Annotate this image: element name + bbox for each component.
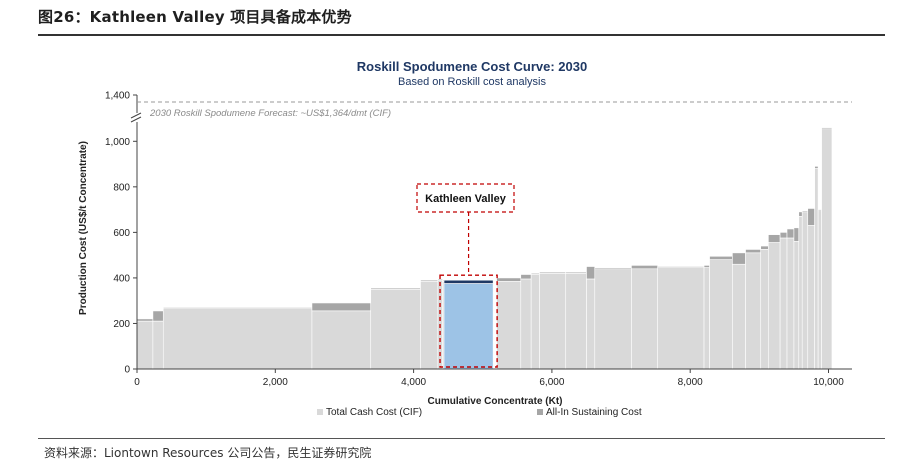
cash-bar-21 — [745, 252, 762, 370]
cash-bar-10 — [520, 278, 532, 370]
aisc-bar-8 — [443, 279, 494, 284]
cash-bar-9 — [496, 281, 522, 370]
cash-bar-19 — [709, 259, 733, 370]
cash-bar-13 — [565, 273, 587, 370]
aisc-bar-25 — [786, 228, 795, 239]
x-tick-label: 10,000 — [813, 377, 844, 388]
cash-bar-25 — [786, 237, 795, 370]
footer-rule — [38, 438, 885, 439]
figure-title: 图26：Kathleen Valley 项目具备成本优势 — [38, 8, 352, 26]
legend-swatch-aisc — [537, 409, 543, 415]
axis-break-mark — [130, 112, 142, 119]
cash-bar-23 — [768, 242, 781, 370]
aisc-bar-23 — [768, 234, 781, 243]
aisc-bar-22 — [760, 245, 769, 250]
aisc-bar-27 — [798, 211, 803, 217]
aisc-bar-0 — [136, 318, 154, 322]
x-axis-label: Cumulative Concentrate (Kt) — [427, 396, 562, 407]
y-tick-label: 200 — [113, 319, 130, 330]
cash-bar-18 — [703, 267, 710, 370]
cash-bar-31 — [817, 210, 822, 370]
cash-bar-29 — [807, 225, 815, 370]
x-tick-label: 4,000 — [401, 377, 426, 388]
x-tick-label: 0 — [134, 377, 140, 388]
cash-bar-12 — [539, 273, 567, 370]
cash-bar-15 — [594, 268, 632, 370]
cash-bar-32 — [821, 128, 833, 370]
aisc-bar-3 — [311, 302, 372, 312]
aisc-bar-20 — [732, 252, 746, 265]
axes: 0 2,000 4,000 6,000 8,000 10,000 0 200 400 600 800… — [105, 91, 852, 388]
aisc-bar-14 — [586, 266, 596, 280]
source-note: 资料来源：Liontown Resources 公司公告，民生证券研究院 — [44, 446, 372, 460]
cash-bar-5 — [420, 281, 439, 370]
cash-bar-22 — [760, 249, 769, 370]
aisc-bar-10 — [520, 274, 532, 280]
cash-bar-0 — [136, 320, 154, 370]
y-tick-label: 1,000 — [105, 137, 130, 148]
legend: Total Cash Cost (CIF) All-In Sustaining … — [317, 407, 642, 418]
cash-bar-26 — [793, 241, 800, 370]
callout-label: Kathleen Valley — [425, 193, 507, 205]
aisc-bar-30 — [814, 166, 819, 169]
cash-bar-27 — [798, 216, 803, 370]
y-tick-label: 1,400 — [105, 91, 130, 102]
y-tick-label: 600 — [113, 228, 130, 239]
cash-bar-20 — [732, 263, 746, 370]
aisc-bar-1 — [152, 310, 164, 322]
cash-bar-1 — [152, 320, 164, 370]
chart-title: Roskill Spodumene Cost Curve: 2030 — [357, 59, 587, 74]
axis-break-mark — [130, 116, 142, 123]
x-tick-label: 8,000 — [678, 377, 703, 388]
aisc-bar-9 — [496, 277, 522, 282]
aisc-bar-18 — [703, 265, 710, 268]
aisc-bar-26 — [793, 227, 800, 242]
cash-bar-30 — [814, 168, 819, 370]
y-tick-label: 800 — [113, 182, 130, 193]
cash-bar-11 — [530, 274, 540, 370]
callout-box — [416, 183, 515, 213]
y-tick-label: 0 — [124, 365, 130, 376]
aisc-bar-21 — [745, 249, 762, 254]
legend-label-aisc: All-In Sustaining Cost — [546, 407, 642, 418]
cost-bars: Kathleen Valley — [136, 127, 833, 370]
cash-bar-14 — [586, 278, 596, 370]
aisc-bar-29 — [807, 208, 815, 226]
chart-subtitle: Based on Roskill cost analysis — [398, 76, 546, 88]
cash-bar-28 — [801, 211, 809, 370]
aisc-bar-16 — [631, 265, 658, 270]
cash-bar-16 — [631, 268, 658, 370]
y-tick-label: 400 — [113, 273, 130, 284]
title-rule — [38, 34, 885, 36]
forecast-label: 2030 Roskill Spodumene Forecast: ~US$1,3… — [149, 108, 391, 119]
y-axis-label: Production Cost (US$/t Concentrate) — [78, 141, 89, 315]
legend-label-cash: Total Cash Cost (CIF) — [326, 407, 422, 418]
aisc-bar-24 — [779, 232, 788, 239]
cash-bar-17 — [657, 267, 705, 370]
cash-bar-8 — [443, 283, 494, 370]
cash-bar-3 — [311, 310, 372, 370]
cash-bar-2 — [162, 308, 313, 370]
x-tick-label: 6,000 — [539, 377, 564, 388]
aisc-bar-19 — [709, 255, 733, 261]
x-tick-label: 2,000 — [263, 377, 288, 388]
legend-swatch-cash — [317, 409, 323, 415]
cash-bar-4 — [370, 289, 421, 370]
cash-bar-24 — [779, 237, 788, 370]
